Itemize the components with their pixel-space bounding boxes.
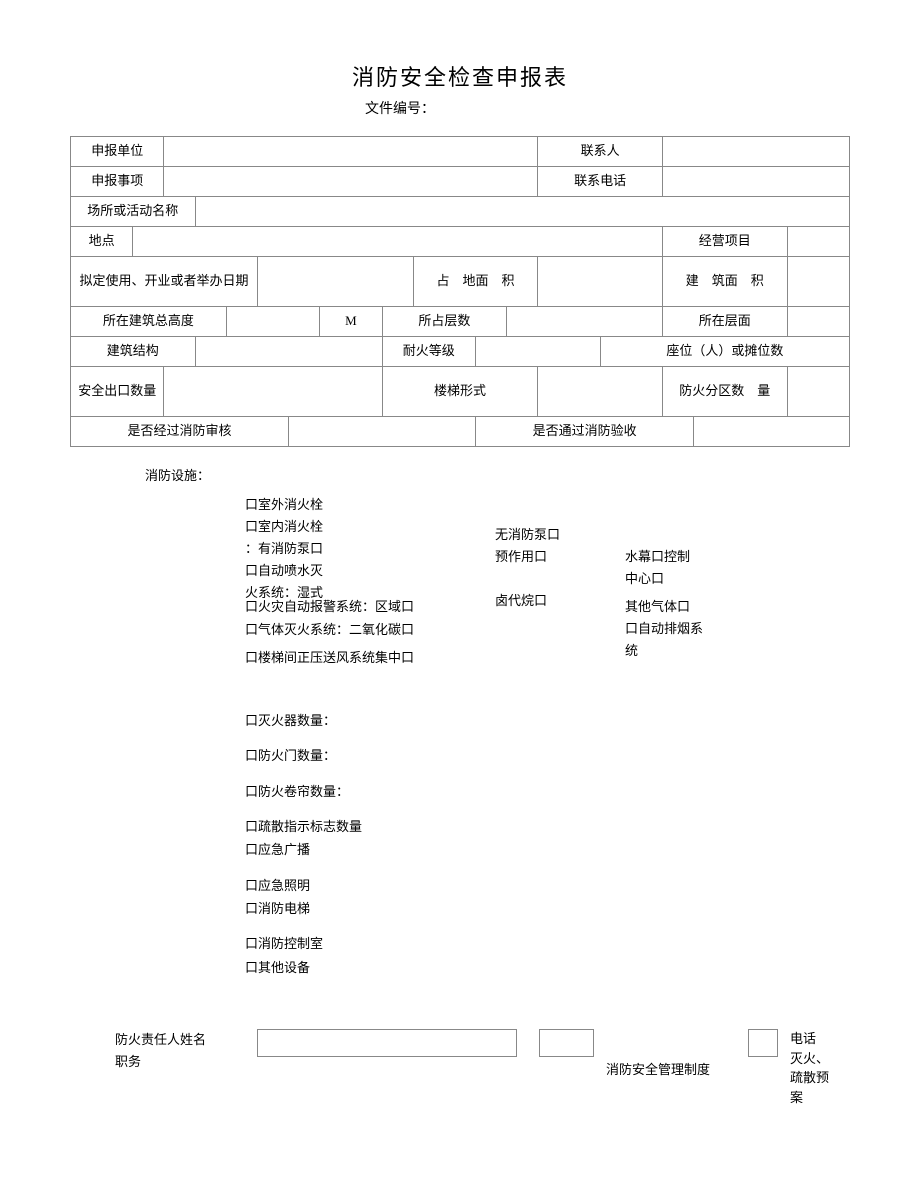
- unit-label: 申报单位: [71, 137, 164, 167]
- unit-value[interactable]: [164, 137, 538, 167]
- zone-label: 防火分区数 量: [662, 367, 787, 417]
- mgmt-label: 消防安全管理制度: [606, 1059, 726, 1078]
- fac-item: 卤代烷口: [495, 590, 585, 612]
- fac-item: 水幕口控制: [625, 546, 735, 568]
- fac-item: 口气体灭火系统：二氧化碳口: [245, 619, 455, 641]
- stair-label: 楼梯形式: [382, 367, 538, 417]
- fac-item: 口楼梯间正压送风系统集中口: [245, 647, 455, 669]
- place-label: 场所或活动名称: [71, 197, 196, 227]
- accept-value[interactable]: [694, 417, 850, 447]
- fac-item: 口室外消火栓: [245, 494, 455, 516]
- application-form-table: 申报单位 联系人 申报事项 联系电话 场所或活动名称 地点 经营项目 拟定使用、…: [70, 136, 850, 447]
- fac-item: [495, 568, 585, 590]
- facilities-col3: 水幕口控制 中心口 其他气体口 口自动排烟系 统: [625, 546, 735, 669]
- fac-item: 口防火卷帘数量：: [245, 780, 850, 803]
- fac-item: 口应急广播: [245, 838, 850, 861]
- fac-item: 口室内消火栓: [245, 516, 455, 538]
- build-label: 建 筑面 积: [662, 257, 787, 307]
- facilities-col2: 无消防泵口 预作用口 卤代烷口: [495, 524, 585, 669]
- exit-value[interactable]: [164, 367, 382, 417]
- fac-item: 口疏散指示标志数量: [245, 815, 850, 838]
- fac-item: 口灭火器数量：: [245, 709, 850, 732]
- resp-name-input[interactable]: [257, 1029, 517, 1057]
- land-value[interactable]: [538, 257, 663, 307]
- matter-value[interactable]: [164, 167, 538, 197]
- resp-post-input[interactable]: [539, 1029, 594, 1057]
- date-value[interactable]: [257, 257, 413, 307]
- height-unit: M: [320, 307, 382, 337]
- land-label: 占 地面 积: [413, 257, 538, 307]
- fac-item: 口防火门数量：: [245, 744, 850, 767]
- floors-label: 所占层数: [382, 307, 507, 337]
- fac-item: 中心口: [625, 568, 735, 590]
- zone-value[interactable]: [787, 367, 849, 417]
- fac-item: 口自动喷水灭: [245, 560, 455, 582]
- fac-item: 口自动排烟系: [625, 618, 735, 640]
- facilities-section: 消防设施： 口室外消火栓 口室内消火栓 ：有消防泵口 口自动喷水灭 火系统：湿式…: [145, 465, 850, 979]
- resp-name-label: 防火责任人姓名: [115, 1029, 245, 1051]
- fac-item: 其他气体口: [625, 596, 735, 618]
- phone-value[interactable]: [662, 167, 849, 197]
- bottom-section: 防火责任人姓名 职务 消防安全管理制度 电话 灭火、疏散预案: [70, 1029, 850, 1107]
- fac-item: 口消防电梯: [245, 897, 850, 920]
- struct-label: 建筑结构: [71, 337, 196, 367]
- fac-item: 无消防泵口: [495, 524, 585, 546]
- mgmt-input[interactable]: [748, 1029, 778, 1057]
- struct-value[interactable]: [195, 337, 382, 367]
- facilities-header: 消防设施：: [145, 465, 850, 484]
- fac-item: 口消防控制室: [245, 932, 850, 955]
- facilities-col1: 口室外消火栓 口室内消火栓 ：有消防泵口 口自动喷水灭 火系统：湿式 口火灾自动…: [245, 494, 455, 669]
- audit-label: 是否经过消防审核: [71, 417, 289, 447]
- matter-label: 申报事项: [71, 167, 164, 197]
- addr-value[interactable]: [133, 227, 663, 257]
- height-label: 所在建筑总高度: [71, 307, 227, 337]
- fac-item: 统: [625, 640, 735, 662]
- fac-item: 口应急照明: [245, 874, 850, 897]
- exit-label: 安全出口数量: [71, 367, 164, 417]
- accept-label: 是否通过消防验收: [476, 417, 694, 447]
- contact-value[interactable]: [662, 137, 849, 167]
- build-value[interactable]: [787, 257, 849, 307]
- fac-item: 预作用口: [495, 546, 585, 568]
- fac-item: ：有消防泵口: [245, 538, 455, 560]
- form-title: 消防安全检查申报表: [70, 60, 850, 92]
- floor-loc-label: 所在层面: [662, 307, 787, 337]
- addr-label: 地点: [71, 227, 133, 257]
- resp-post-label: 职务: [115, 1051, 245, 1073]
- floor-loc-value[interactable]: [787, 307, 849, 337]
- plan-label: 灭火、疏散预案: [790, 1049, 830, 1108]
- seats-label: 座位（人）或摊位数: [600, 337, 849, 367]
- date-label: 拟定使用、开业或者举办日期: [71, 257, 258, 307]
- fac-item: 口其他设备: [245, 956, 850, 979]
- doc-number-label: 文件编号：: [365, 98, 850, 118]
- bizitem-label: 经营项目: [662, 227, 787, 257]
- floors-value[interactable]: [507, 307, 663, 337]
- height-value[interactable]: [226, 307, 319, 337]
- audit-value[interactable]: [289, 417, 476, 447]
- phone-label-bottom: 电话: [790, 1029, 830, 1049]
- place-value[interactable]: [195, 197, 849, 227]
- phone-label: 联系电话: [538, 167, 663, 197]
- fire-grade-value[interactable]: [476, 337, 601, 367]
- bizitem-value[interactable]: [787, 227, 849, 257]
- contact-label: 联系人: [538, 137, 663, 167]
- stair-value[interactable]: [538, 367, 663, 417]
- fire-grade-label: 耐火等级: [382, 337, 475, 367]
- fac-item: 口火灾自动报警系统：区域口: [245, 596, 455, 618]
- facilities-list2: 口灭火器数量： 口防火门数量： 口防火卷帘数量： 口疏散指示标志数量 口应急广播…: [245, 709, 850, 980]
